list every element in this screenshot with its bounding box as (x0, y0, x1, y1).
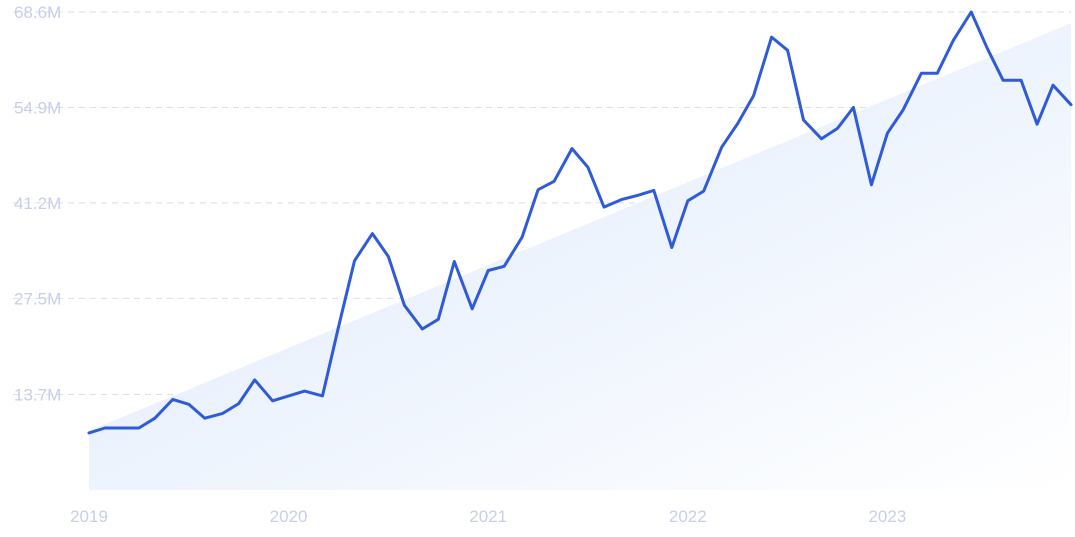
y-tick-label: 41.2M (14, 194, 61, 213)
x-tick-label: 2019 (70, 507, 108, 526)
x-tick-label: 2022 (669, 507, 707, 526)
x-tick-label: 2021 (469, 507, 507, 526)
y-tick-label: 13.7M (14, 386, 61, 405)
x-tick-label: 2020 (270, 507, 308, 526)
y-axis-ticks: 13.7M 27.5M 41.2M 54.9M 68.6M (14, 3, 61, 405)
x-axis-ticks: 2019 2020 2021 2022 2023 (70, 507, 906, 526)
y-tick-label: 54.9M (14, 98, 61, 117)
trend-area (89, 23, 1071, 490)
y-tick-label: 27.5M (14, 289, 61, 308)
trend-area-shape (89, 23, 1071, 490)
x-tick-label: 2023 (868, 507, 906, 526)
y-tick-label: 68.6M (14, 3, 61, 22)
